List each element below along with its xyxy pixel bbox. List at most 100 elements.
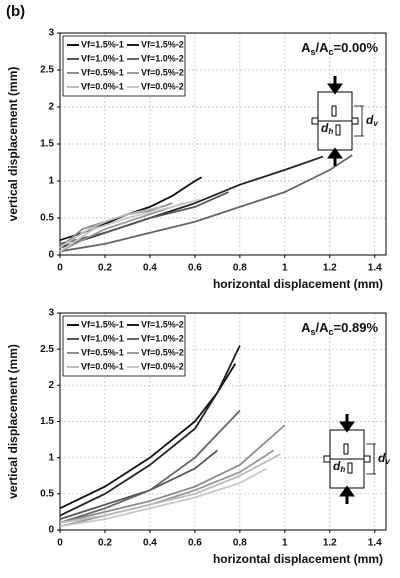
y-tick-label: 1 — [48, 176, 54, 187]
inset-label-part: d — [333, 459, 341, 473]
legend-label: Vf=1.5%-2 — [141, 319, 184, 329]
load-arrow — [339, 485, 355, 504]
panel-label: (b) — [6, 3, 25, 20]
y-tick-label: 0 — [48, 525, 54, 536]
inset-label-part: d — [321, 121, 329, 135]
annotation-part: =0.00% — [334, 40, 379, 55]
x-tick-label: 0.4 — [143, 538, 157, 549]
legend-label: Vf=0.5%-2 — [141, 347, 184, 357]
annotation-part: A — [301, 40, 311, 55]
gauge — [331, 105, 337, 117]
gauge — [343, 443, 349, 455]
annotation-part: c — [329, 327, 334, 337]
series-line — [59, 198, 200, 253]
x-tick-label: 1 — [282, 263, 288, 274]
x-axis-title: horizontal displacement (mm) — [213, 277, 383, 291]
y-tick-label: 1.5 — [40, 416, 54, 427]
legend-label: Vf=1.0%-1 — [81, 333, 124, 343]
annotation: As/Ac=0.00% — [301, 40, 378, 57]
x-axis-title: horizontal displacement (mm) — [213, 552, 383, 566]
annotation: As/Ac=0.89% — [301, 320, 378, 337]
dim-line — [354, 105, 364, 137]
inset-label-part: v — [373, 119, 378, 128]
legend-label: Vf=0.0%-2 — [141, 361, 184, 371]
load-arrow — [327, 147, 343, 166]
x-tick-label: 0.2 — [98, 538, 112, 549]
series-line — [59, 424, 286, 524]
series-line — [59, 206, 162, 249]
legend-label: Vf=1.0%-2 — [141, 53, 184, 63]
inset-label: dv — [378, 451, 390, 466]
x-tick-label: 0 — [57, 263, 63, 274]
legend-label: Vf=1.0%-1 — [81, 53, 124, 63]
x-tick-label: 1.2 — [323, 263, 337, 274]
gauge — [335, 124, 341, 136]
inset-label-part: h — [340, 465, 345, 474]
legend-label: Vf=1.0%-2 — [141, 333, 184, 343]
y-tick-label: 3 — [48, 308, 54, 319]
y-axis-title: vertical displacement (mm) — [6, 344, 20, 499]
annotation-part: s — [311, 47, 316, 57]
series-line — [59, 453, 281, 524]
plot-frame — [59, 312, 387, 531]
gauge — [311, 117, 319, 125]
legend-label: Vf=1.5%-1 — [81, 319, 124, 329]
legend-box — [62, 315, 186, 377]
y-tick-label: 1 — [48, 452, 54, 463]
x-tick-label: 0.6 — [188, 538, 202, 549]
inset-label-part: h — [328, 127, 333, 136]
plot-frame — [59, 32, 387, 256]
annotation-part: /A — [316, 40, 330, 55]
y-tick-label: 0 — [48, 250, 54, 261]
legend-label: Vf=1.5%-2 — [141, 39, 184, 49]
x-tick-label: 1.4 — [368, 263, 382, 274]
series-line — [59, 345, 241, 517]
legend-label: Vf=0.5%-1 — [81, 347, 124, 357]
legend-box — [62, 35, 186, 97]
series-line — [59, 410, 241, 524]
y-tick-label: 2 — [48, 380, 54, 391]
inset-label: dh — [321, 121, 333, 136]
y-tick-label: 0.5 — [40, 213, 54, 224]
legend-label: Vf=0.5%-1 — [81, 67, 124, 77]
inset-label: dh — [333, 459, 345, 474]
annotation-part: c — [329, 47, 334, 57]
x-tick-label: 0.4 — [143, 263, 157, 274]
inset-label-part: v — [385, 457, 390, 466]
y-tick-label: 3 — [48, 28, 54, 39]
inset-label: dv — [366, 113, 378, 128]
y-axis-title: vertical displacement (mm) — [6, 67, 20, 222]
legend-label: Vf=0.0%-1 — [81, 361, 124, 371]
x-tick-label: 1.2 — [323, 538, 337, 549]
y-tick-label: 1.5 — [40, 139, 54, 150]
x-tick-label: 0.2 — [98, 263, 112, 274]
inset-label-part: d — [378, 451, 386, 465]
annotation-part: /A — [316, 320, 330, 335]
annotation-part: =0.89% — [334, 320, 379, 335]
gauge — [363, 455, 371, 463]
annotation-part: A — [301, 320, 311, 335]
legend-label: Vf=0.5%-2 — [141, 67, 184, 77]
legend-label: Vf=1.5%-1 — [81, 39, 124, 49]
legend-label: Vf=0.0%-1 — [81, 81, 124, 91]
y-tick-label: 2.5 — [40, 65, 54, 76]
x-tick-label: 0.6 — [188, 263, 202, 274]
x-tick-label: 0.8 — [233, 263, 247, 274]
load-arrow — [327, 76, 343, 95]
inset-label-part: d — [366, 113, 374, 127]
gauge — [351, 117, 359, 125]
legend-label: Vf=0.0%-2 — [141, 81, 184, 91]
y-tick-label: 2 — [48, 102, 54, 113]
gauge — [323, 455, 331, 463]
x-tick-label: 1 — [282, 538, 288, 549]
y-tick-label: 0.5 — [40, 488, 54, 499]
series-line — [59, 467, 268, 528]
x-tick-label: 0 — [57, 538, 63, 549]
series-line — [59, 154, 353, 253]
y-tick-label: 2.5 — [40, 344, 54, 355]
x-tick-label: 1.4 — [368, 538, 382, 549]
load-arrow — [339, 414, 355, 433]
